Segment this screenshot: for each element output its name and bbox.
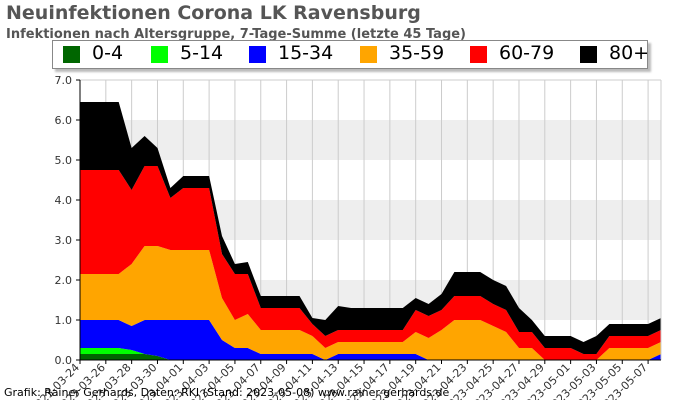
area-series-0-4: [80, 354, 661, 360]
y-tick-label: 5.0: [55, 154, 73, 167]
legend-swatch-0-4: [63, 46, 80, 63]
legend-swatch-5-14: [151, 46, 168, 63]
legend-label-80plus: 80+: [609, 42, 650, 64]
legend-label-0-4: 0-4: [92, 42, 124, 64]
y-tick-label: 4.0: [55, 194, 73, 207]
legend-swatch-35-59: [360, 46, 377, 63]
legend-label-15-34: 15-34: [278, 42, 334, 64]
legend-label-5-14: 5-14: [180, 42, 224, 64]
legend-swatch-15-34: [249, 46, 266, 63]
legend-swatch-80plus: [580, 46, 597, 63]
grid-band: [80, 120, 661, 160]
chart-title: Neuinfektionen Corona LK Ravensburg: [6, 2, 421, 24]
y-tick-label: 0.0: [55, 354, 73, 367]
area-series-35-59: [80, 246, 661, 360]
legend-label-60-79: 60-79: [499, 42, 555, 64]
y-tick-label: 1.0: [55, 314, 73, 327]
y-tick-label: 3.0: [55, 234, 73, 247]
y-tick-label: 7.0: [55, 74, 73, 87]
credit-line: Grafik: Rainer Gerhards, Daten: RKI (Sta…: [4, 386, 450, 399]
area-series-60-79: [80, 166, 661, 360]
area-series-15-34: [80, 320, 661, 360]
y-tick-label: 2.0: [55, 274, 73, 287]
legend: 0-4 5-14 15-34 35-59 60-79 80+: [52, 40, 650, 69]
chart-subtitle: Infektionen nach Altersgruppe, 7-Tage-Su…: [6, 27, 467, 42]
y-tick-label: 6.0: [55, 114, 73, 127]
legend-swatch-60-79: [470, 46, 487, 63]
legend-label-35-59: 35-59: [389, 42, 445, 64]
